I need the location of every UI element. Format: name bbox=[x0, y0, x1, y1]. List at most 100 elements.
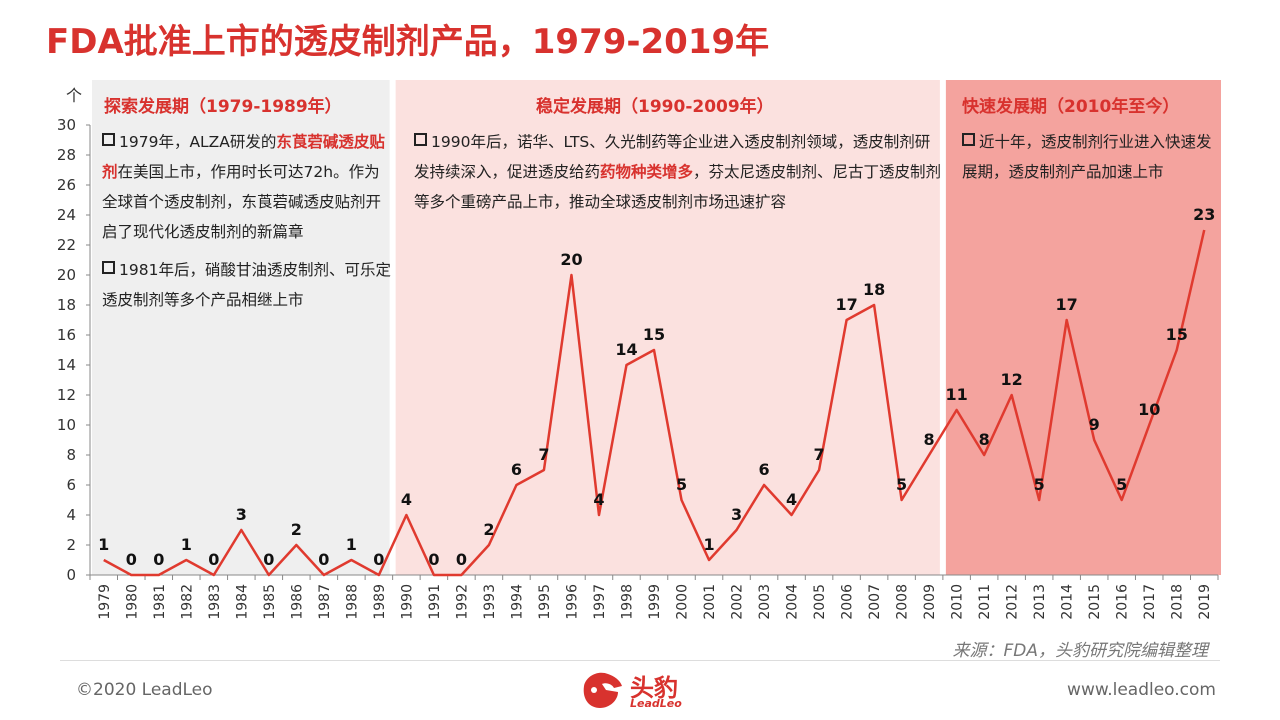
x-tick-label: 1981 bbox=[152, 584, 168, 620]
y-tick-label: 0 bbox=[66, 566, 76, 584]
data-label: 0 bbox=[126, 550, 137, 569]
data-label: 3 bbox=[236, 505, 247, 524]
x-tick-label: 1985 bbox=[262, 584, 278, 620]
data-label: 3 bbox=[731, 505, 742, 524]
data-label: 0 bbox=[208, 550, 219, 569]
x-tick-label: 1997 bbox=[592, 584, 608, 620]
checkbox-bullet-icon bbox=[102, 261, 115, 274]
data-label: 5 bbox=[1034, 475, 1045, 494]
y-tick-label: 18 bbox=[57, 296, 76, 314]
leopard-logo-icon bbox=[583, 672, 622, 708]
copyright: ©2020 LeadLeo bbox=[76, 680, 213, 700]
logo-text: 头豹 bbox=[630, 674, 678, 702]
phase-1-background bbox=[92, 80, 390, 575]
data-label: 23 bbox=[1193, 205, 1215, 224]
data-label: 4 bbox=[401, 490, 412, 509]
note-text: 1979年，ALZA研发的 bbox=[119, 133, 277, 151]
data-label: 12 bbox=[1001, 370, 1023, 389]
x-tick-label: 1990 bbox=[399, 584, 415, 620]
x-tick-label: 2007 bbox=[867, 584, 883, 620]
data-label: 15 bbox=[643, 325, 665, 344]
x-tick-label: 1983 bbox=[207, 584, 223, 620]
note-text: 1990年后，诺华、LTS、久光制药等企业进入透皮制剂领域，透皮制剂研发持续深入… bbox=[414, 133, 931, 181]
phase-3-notes: 近十年，透皮制剂行业进入快速发展期，透皮制剂产品加速上市 bbox=[962, 127, 1212, 195]
x-tick-label: 1991 bbox=[427, 584, 443, 620]
data-label: 0 bbox=[153, 550, 164, 569]
x-tick-label: 1998 bbox=[619, 584, 635, 620]
x-tick-label: 2001 bbox=[702, 584, 718, 620]
data-label: 0 bbox=[428, 550, 439, 569]
phase-1-heading: 探索发展期（1979-1989年） bbox=[104, 97, 342, 117]
page-title: FDA批准上市的透皮制剂产品，1979-2019年 bbox=[46, 22, 770, 62]
y-tick-label: 20 bbox=[57, 266, 76, 284]
x-tick-label: 2015 bbox=[1087, 584, 1103, 620]
x-tick-label: 2010 bbox=[950, 584, 966, 620]
data-label: 18 bbox=[863, 280, 885, 299]
x-tick-label: 1993 bbox=[482, 584, 498, 620]
data-label: 4 bbox=[786, 490, 797, 509]
data-label: 7 bbox=[814, 445, 825, 464]
logo-subtext: LeadLeo bbox=[630, 697, 682, 710]
phase-3-heading: 快速发展期（2010年至今） bbox=[962, 97, 1180, 117]
y-tick-label: 14 bbox=[57, 356, 76, 374]
data-label: 6 bbox=[758, 460, 769, 479]
x-tick-label: 2012 bbox=[1005, 584, 1021, 620]
x-tick-label: 1984 bbox=[234, 584, 250, 620]
x-tick-label: 1996 bbox=[564, 584, 580, 620]
data-label: 4 bbox=[593, 490, 604, 509]
x-tick-label: 1995 bbox=[537, 584, 553, 620]
leadleo-logo: 头豹 LeadLeo bbox=[578, 666, 708, 716]
y-tick-label: 6 bbox=[66, 476, 76, 494]
x-tick-label: 1980 bbox=[124, 584, 140, 620]
data-label: 1 bbox=[181, 535, 192, 554]
y-tick-label: 24 bbox=[57, 206, 76, 224]
x-tick-label: 1994 bbox=[509, 584, 525, 620]
x-tick-label: 2003 bbox=[757, 584, 773, 620]
data-label: 2 bbox=[483, 520, 494, 539]
data-label: 2 bbox=[291, 520, 302, 539]
x-tick-label: 2019 bbox=[1197, 584, 1213, 620]
x-tick-label: 2014 bbox=[1060, 584, 1076, 620]
note-paragraph: 1979年，ALZA研发的东莨菪碱透皮贴剂在美国上市，作用时长可达72h。作为全… bbox=[102, 127, 392, 247]
x-tick-label: 2013 bbox=[1032, 584, 1048, 620]
note-paragraph: 1981年后，硝酸甘油透皮制剂、可乐定透皮制剂等多个产品相继上市 bbox=[102, 255, 392, 315]
data-label: 17 bbox=[835, 295, 857, 314]
data-label: 7 bbox=[538, 445, 549, 464]
y-tick-label: 28 bbox=[57, 146, 76, 164]
data-label: 5 bbox=[676, 475, 687, 494]
data-label: 5 bbox=[1116, 475, 1127, 494]
note-paragraph: 近十年，透皮制剂行业进入快速发展期，透皮制剂产品加速上市 bbox=[962, 127, 1212, 187]
y-tick-label: 22 bbox=[57, 236, 76, 254]
x-tick-label: 2016 bbox=[1115, 584, 1131, 620]
y-axis-unit: 个 bbox=[66, 86, 82, 105]
data-label: 14 bbox=[615, 340, 637, 359]
note-paragraph: 1990年后，诺华、LTS、久光制药等企业进入透皮制剂领域，透皮制剂研发持续深入… bbox=[414, 127, 944, 217]
x-tick-label: 2017 bbox=[1142, 584, 1158, 620]
note-text: 在美国上市，作用时长可达72h。作为全球首个透皮制剂，东莨菪碱透皮贴剂开启了现代… bbox=[102, 163, 382, 241]
data-label: 9 bbox=[1089, 415, 1100, 434]
data-label: 20 bbox=[560, 250, 582, 269]
y-tick-label: 8 bbox=[66, 446, 76, 464]
phase-3-background bbox=[945, 80, 1221, 575]
x-tick-label: 1989 bbox=[372, 584, 388, 620]
x-tick-label: 2009 bbox=[922, 584, 938, 620]
x-tick-label: 2002 bbox=[730, 584, 746, 620]
x-tick-label: 1982 bbox=[179, 584, 195, 620]
data-label: 15 bbox=[1166, 325, 1188, 344]
note-text: ，芬太尼透皮制剂、尼古丁透皮制剂等多个重磅产品上市，推动全球透皮制剂市场迅速扩容 bbox=[414, 163, 942, 211]
y-tick-label: 2 bbox=[66, 536, 76, 554]
y-tick-label: 16 bbox=[57, 326, 76, 344]
website-url: www.leadleo.com bbox=[1067, 680, 1216, 700]
y-tick-label: 4 bbox=[66, 506, 76, 524]
data-label: 10 bbox=[1138, 400, 1160, 419]
note-highlight: 药物种类增多 bbox=[600, 163, 694, 181]
data-label: 0 bbox=[263, 550, 274, 569]
note-highlight: 东莨菪碱透皮贴剂 bbox=[102, 133, 385, 181]
x-tick-label: 1987 bbox=[317, 584, 333, 620]
x-tick-label: 2018 bbox=[1170, 584, 1186, 620]
checkbox-bullet-icon bbox=[962, 133, 975, 146]
data-label: 0 bbox=[373, 550, 384, 569]
data-label: 6 bbox=[511, 460, 522, 479]
x-tick-label: 2004 bbox=[785, 584, 801, 620]
